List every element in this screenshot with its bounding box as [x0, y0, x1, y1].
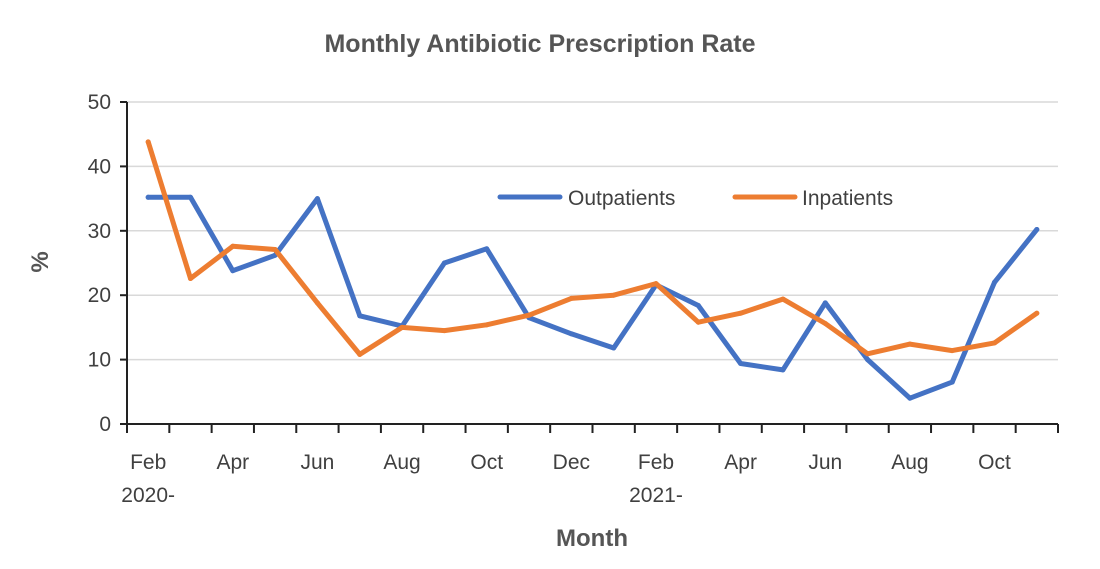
x-tick-label: Aug — [383, 451, 420, 474]
data-point — [695, 303, 701, 309]
data-point — [314, 196, 320, 202]
x-tick-label: Apr — [216, 451, 249, 474]
x-tick-label-year: 2021- — [629, 484, 683, 507]
legend-label-inpatients: Inpatients — [802, 187, 893, 210]
data-point — [145, 139, 151, 145]
data-point — [357, 313, 363, 319]
data-point — [949, 379, 955, 385]
data-point — [568, 331, 574, 337]
y-tick-label: 30 — [88, 220, 111, 243]
y-tick-label: 0 — [99, 413, 111, 436]
chart-title: Monthly Antibiotic Prescription Rate — [324, 30, 755, 58]
data-point — [145, 194, 151, 200]
data-point — [611, 292, 617, 298]
data-point — [907, 341, 913, 347]
data-point — [230, 243, 236, 249]
data-point — [272, 246, 278, 252]
data-point — [907, 395, 913, 401]
data-point — [992, 340, 998, 346]
series-inpatients — [145, 139, 1040, 357]
data-point — [568, 295, 574, 301]
x-tick-label: Aug — [891, 451, 928, 474]
data-point — [695, 319, 701, 325]
data-point — [738, 310, 744, 316]
data-point — [1034, 310, 1040, 316]
x-tick-label: Apr — [724, 451, 757, 474]
data-point — [187, 194, 193, 200]
data-point — [484, 322, 490, 328]
series-line-inpatients — [145, 139, 1040, 357]
gridlines — [127, 101, 1058, 361]
data-point — [822, 321, 828, 327]
x-axis-title: Month — [556, 525, 628, 552]
data-point — [357, 351, 363, 357]
y-tick-label: 20 — [88, 284, 111, 307]
data-point — [653, 281, 659, 287]
data-point — [949, 348, 955, 354]
data-point — [187, 275, 193, 281]
data-point — [738, 360, 744, 366]
axes: 0 10 20 30 40 50 Feb 2020- Apr Jun Aug Oct Dec Feb 202… — [88, 91, 1059, 507]
x-tick-label: Jun — [301, 451, 335, 474]
y-axis-title: % — [27, 251, 54, 272]
y-tick-label: 50 — [88, 91, 111, 114]
legend-label-outpatients: Outpatients — [568, 187, 675, 210]
data-point — [611, 345, 617, 351]
data-point — [441, 260, 447, 266]
x-tick-label: Feb — [638, 451, 674, 474]
data-point — [1034, 227, 1040, 233]
x-tick-label: Oct — [978, 451, 1011, 474]
x-tick-label-year: 2020- — [121, 484, 175, 507]
x-tick-label: Feb — [130, 451, 166, 474]
x-tick-label: Jun — [808, 451, 842, 474]
x-tick-label: Dec — [553, 451, 590, 474]
data-point — [526, 312, 532, 318]
y-tick-label: 10 — [88, 349, 111, 372]
data-point — [822, 300, 828, 306]
series-line-outpatients — [145, 194, 1040, 401]
data-point — [399, 324, 405, 330]
data-point — [865, 351, 871, 357]
data-point — [314, 300, 320, 306]
data-point — [484, 246, 490, 252]
legend: Outpatients Inpatients — [497, 187, 893, 210]
data-point — [865, 357, 871, 363]
data-point — [230, 268, 236, 274]
data-point — [992, 279, 998, 285]
data-point — [441, 328, 447, 334]
y-tick-label: 40 — [88, 155, 111, 178]
data-point — [780, 296, 786, 302]
x-tick-label: Oct — [470, 451, 503, 474]
series-lines — [145, 139, 1040, 401]
data-point — [780, 367, 786, 373]
